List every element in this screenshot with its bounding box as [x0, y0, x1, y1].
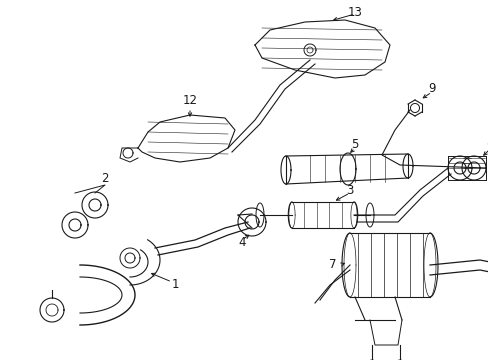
Text: 2: 2 — [101, 171, 108, 184]
Text: 3: 3 — [346, 184, 353, 197]
Text: 9: 9 — [427, 81, 435, 94]
Text: 5: 5 — [350, 139, 358, 152]
Text: 7: 7 — [328, 258, 336, 271]
Text: 12: 12 — [182, 94, 197, 107]
Text: 1: 1 — [171, 279, 179, 292]
Text: 6: 6 — [485, 139, 488, 152]
Text: 13: 13 — [347, 5, 362, 18]
Text: 4: 4 — [238, 235, 245, 248]
